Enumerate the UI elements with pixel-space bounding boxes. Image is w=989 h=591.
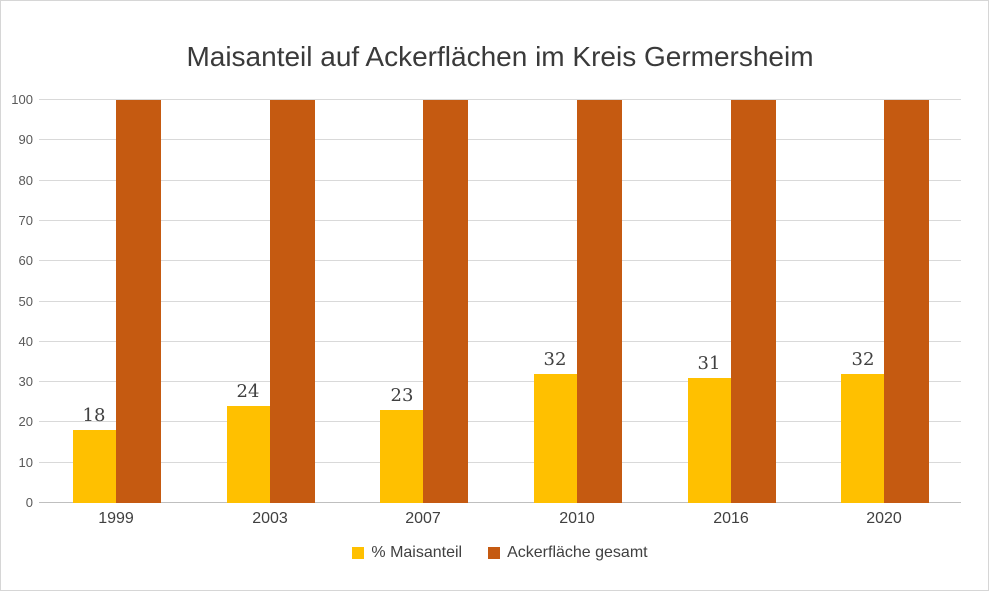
data-label: 23 — [390, 385, 414, 406]
gridline — [39, 340, 961, 342]
y-axis-label: 100 — [11, 92, 33, 107]
y-axis-label: 80 — [18, 172, 33, 188]
y-axis-label: 10 — [18, 454, 33, 470]
bar — [380, 410, 423, 503]
chart-title: Maisanteil auf Ackerflächen im Kreis Ger… — [186, 41, 814, 72]
legend-label: % Maisanteil — [371, 544, 463, 561]
y-axis-label: 40 — [18, 333, 33, 349]
gridline — [39, 179, 961, 181]
data-label: 18 — [82, 405, 106, 426]
gridline — [39, 300, 961, 302]
y-axis-label: 0 — [25, 495, 33, 510]
bar — [577, 100, 622, 503]
bar — [688, 378, 731, 503]
gridline — [39, 219, 961, 221]
y-axis-label: 70 — [18, 212, 33, 228]
x-axis-label: 2003 — [252, 510, 288, 527]
data-label: 32 — [851, 349, 875, 370]
gridline — [39, 99, 961, 100]
plot-area: 18 24 23 32 31 32 — [39, 99, 961, 503]
bar — [73, 430, 116, 503]
gridline — [39, 260, 961, 262]
bar — [423, 100, 468, 503]
y-axis-label: 60 — [18, 253, 33, 269]
gridline — [39, 421, 961, 423]
legend: % Maisanteil Ackerfläche gesamt — [39, 544, 961, 562]
y-axis-label: 20 — [18, 414, 33, 430]
gridline — [39, 461, 961, 463]
bar — [884, 100, 929, 503]
y-axis-label: 50 — [18, 293, 33, 309]
legend-item: % Maisanteil — [352, 544, 462, 562]
legend-item: Ackerfläche gesamt — [488, 544, 648, 562]
x-axis-label: 2010 — [559, 510, 595, 527]
bar — [534, 374, 577, 503]
x-axis-line — [39, 502, 961, 503]
legend-swatch-icon — [488, 547, 501, 559]
gridline — [39, 381, 961, 383]
legend-swatch-icon — [352, 547, 365, 559]
bar — [227, 406, 270, 503]
y-axis-label: 90 — [18, 132, 33, 148]
y-axis-label: 30 — [18, 374, 33, 390]
bar — [270, 100, 315, 503]
data-label: 24 — [236, 381, 260, 402]
x-axis-label: 2007 — [405, 510, 441, 527]
x-axis-label: 2020 — [866, 510, 902, 527]
bar — [841, 374, 884, 503]
gridline — [39, 139, 961, 141]
x-axis-label: 1999 — [98, 510, 134, 527]
data-label: 32 — [543, 349, 567, 370]
bar — [731, 100, 776, 503]
x-axis-label: 2016 — [713, 510, 749, 527]
data-label: 31 — [697, 353, 721, 374]
legend-label: Ackerfläche gesamt — [507, 544, 648, 561]
bar — [116, 100, 161, 503]
